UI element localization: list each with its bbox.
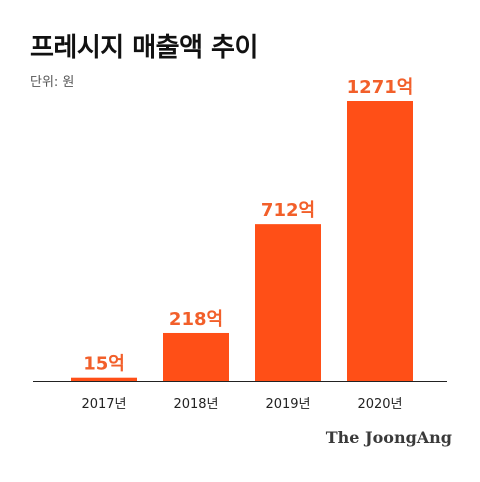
x-tick-labels-group: 2017년 2018년 2019년 2020년 (81, 397, 402, 412)
data-labels-group: 15억 218억 712억 1271억 (83, 77, 413, 375)
x-tick-label-1: 2018년 (173, 397, 218, 412)
data-label-2: 712억 (261, 200, 315, 221)
unit-label: 단위: 원 (30, 75, 75, 90)
data-label-3: 1271억 (347, 77, 414, 98)
data-label-0: 15억 (83, 354, 125, 375)
bar-3 (347, 101, 413, 381)
bar-2 (255, 224, 321, 381)
bars-group (71, 101, 413, 381)
publisher-logo: The JoongAng (325, 428, 452, 447)
x-tick-label-3: 2020년 (357, 397, 402, 412)
chart-title: 프레시지 매출액 추이 (30, 33, 258, 63)
bar-0 (71, 377, 137, 381)
x-tick-label-0: 2017년 (81, 397, 126, 412)
bar-1 (163, 332, 229, 381)
data-label-1: 218억 (169, 309, 223, 330)
x-tick-label-2: 2019년 (265, 397, 310, 412)
